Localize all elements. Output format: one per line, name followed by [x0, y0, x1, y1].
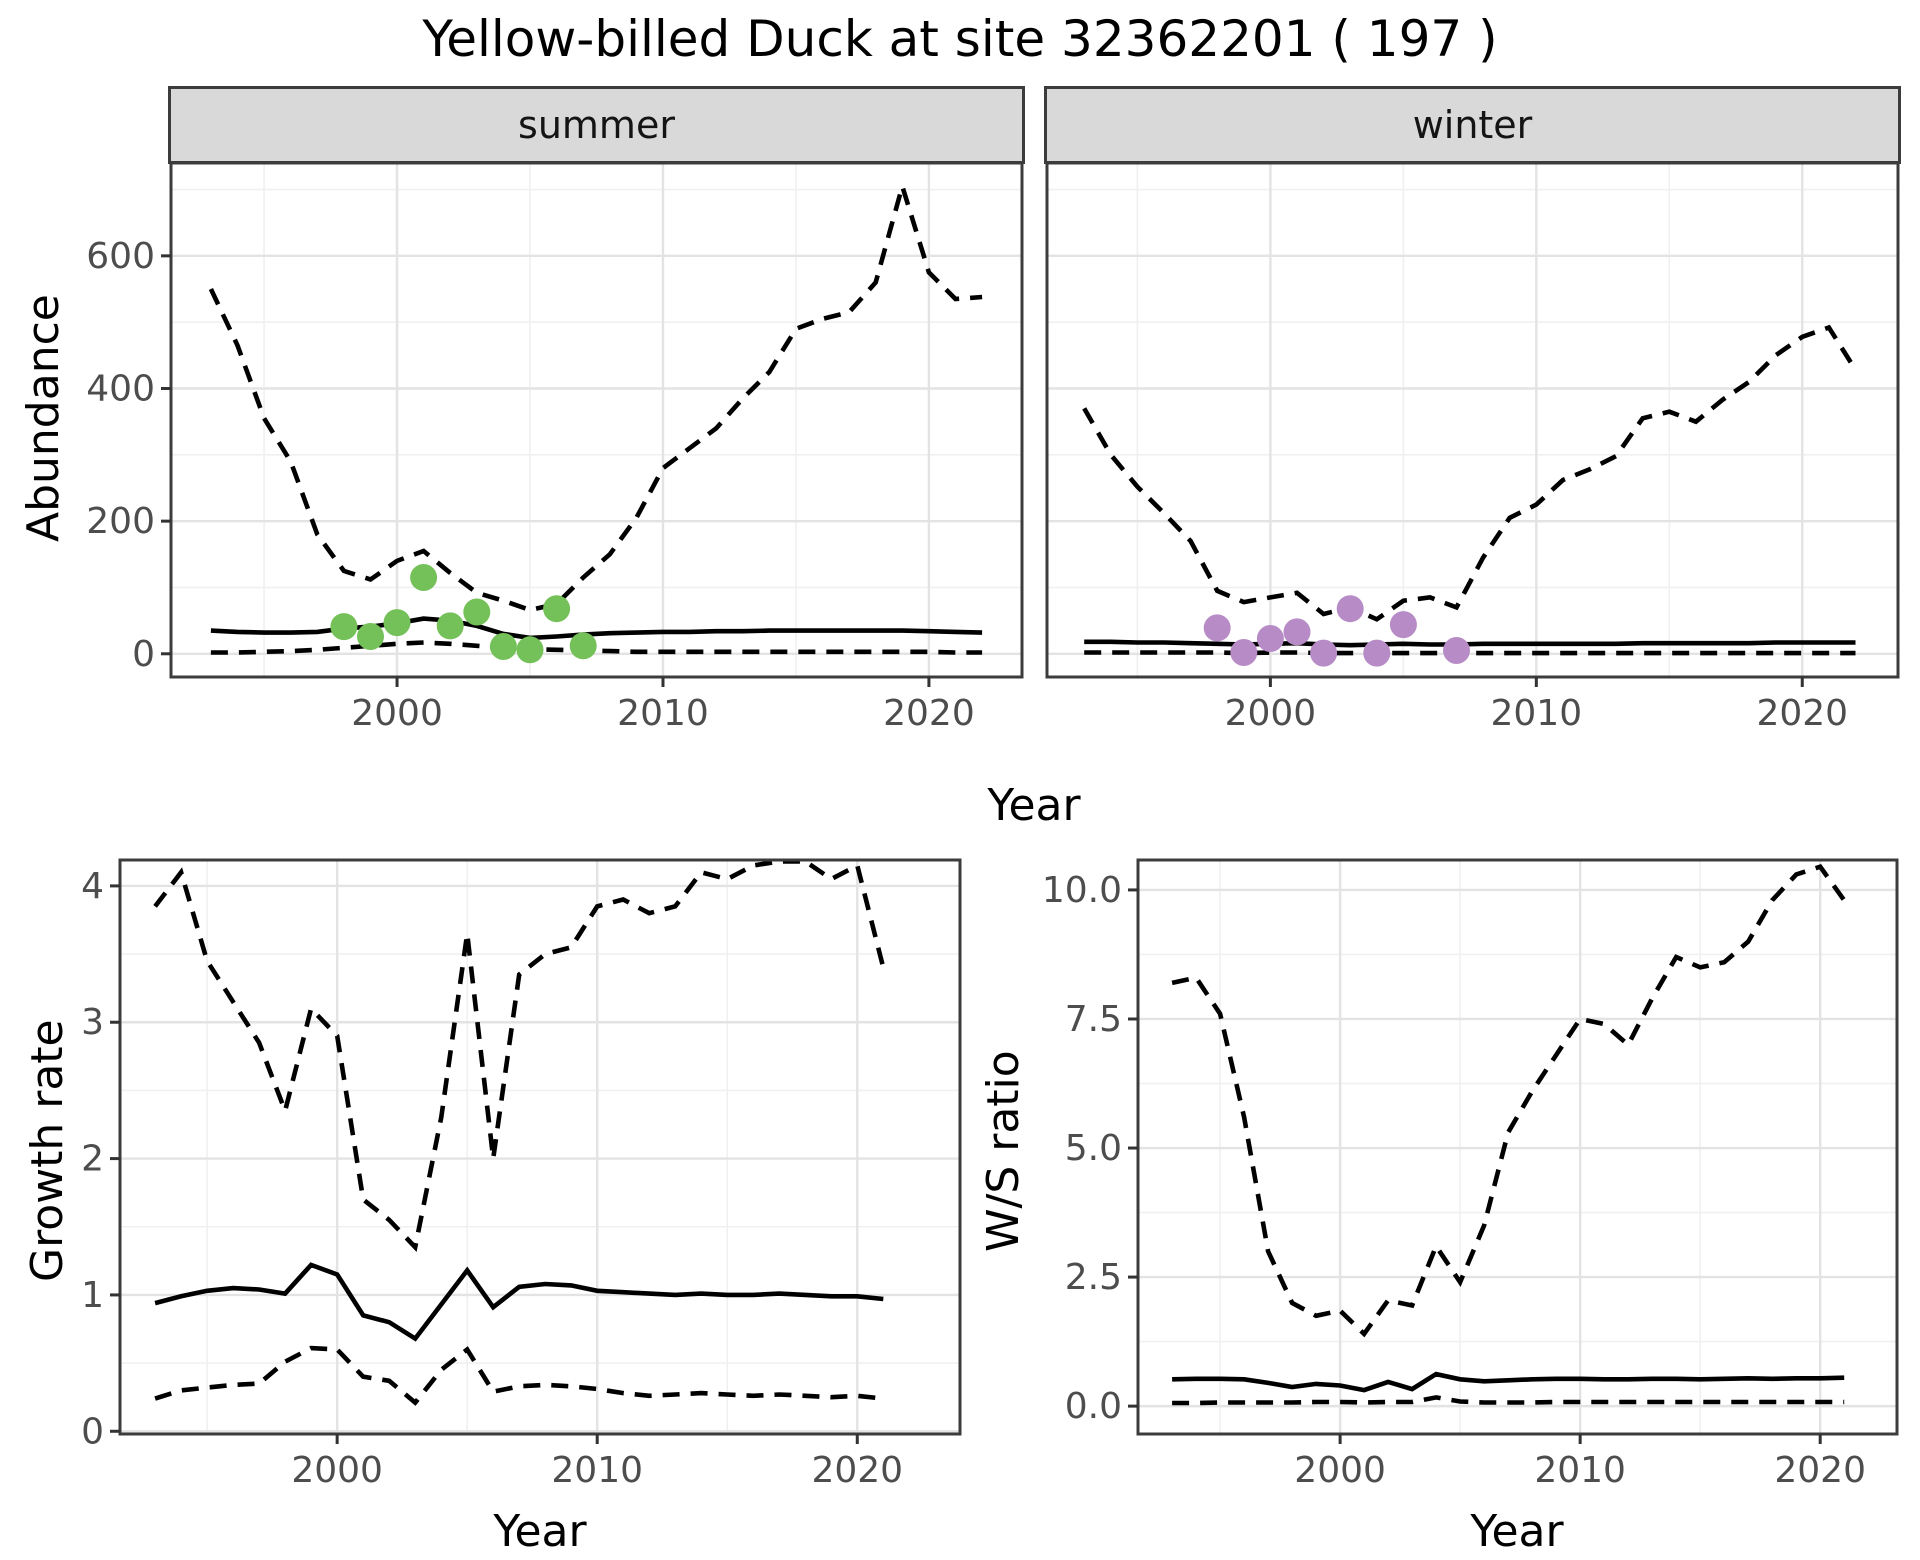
- y-tick-label: 0: [132, 634, 155, 675]
- observed-counts-point: [383, 609, 411, 637]
- upper_95ci-line-summer: [208, 178, 983, 613]
- y-tick-label: 2: [81, 1139, 104, 1180]
- y-tick-label: 2.5: [1065, 1257, 1122, 1298]
- upper_95ci-line-growth: [153, 860, 886, 1252]
- lower_95ci-line-winter: [1084, 650, 1856, 656]
- median-line-growth: [154, 1262, 884, 1342]
- median-line-ws: [1172, 1371, 1845, 1393]
- x-tick-label: 2000: [291, 1450, 383, 1491]
- lower_95ci-line-growth: [154, 1345, 884, 1406]
- x-axis-title-year-ws: Year: [1470, 1506, 1564, 1557]
- series-group: [208, 178, 983, 664]
- lower_95ci-line-summer: [210, 640, 983, 655]
- page-title: Yellow-billed Duck at site 32362201 ( 19…: [422, 10, 1498, 68]
- observed-counts-point: [569, 632, 597, 660]
- y-tick-label: 1: [81, 1275, 104, 1316]
- series-group: [153, 860, 886, 1406]
- x-tick-label: 2020: [1756, 693, 1848, 734]
- x-tick-label: 2000: [1294, 1450, 1386, 1491]
- panel-border: [118, 858, 962, 1436]
- y-tick-label: 400: [86, 368, 155, 409]
- panel-background: [1047, 163, 1898, 677]
- observed-counts-point: [357, 623, 384, 650]
- facet-strip-summer-label: summer: [518, 103, 675, 147]
- x-tick-label: 2000: [1225, 693, 1317, 734]
- y-tick-label: 0.0: [1065, 1386, 1122, 1427]
- axis-ticks-ws: 2000 2010 2020 0.0 2.5 5.0 7.5 10.0: [1042, 870, 1866, 1491]
- x-tick-label: 2000: [351, 693, 443, 734]
- y-tick-label: 4: [81, 866, 104, 907]
- x-tick-label: 2020: [883, 693, 975, 734]
- panel-border: [169, 161, 1024, 679]
- panel-ws: 2000 2010 2020 0.0 2.5 5.0 7.5 10.0: [1042, 858, 1899, 1491]
- y-tick-label: 7.5: [1065, 999, 1122, 1040]
- observed-counts-point: [330, 613, 358, 641]
- y-tick-label: 3: [81, 1002, 104, 1043]
- observed-counts-point: [1389, 611, 1417, 639]
- x-tick-label: 2020: [1774, 1450, 1866, 1491]
- observed-counts-point: [1310, 639, 1338, 667]
- observed-counts-point: [1230, 639, 1258, 666]
- axis-ticks-summer: 2000 2010 2020 0 200 400 600: [86, 236, 974, 734]
- observed-counts-point: [516, 636, 544, 664]
- axis-ticks-winter: 2000 2010 2020: [1225, 677, 1848, 734]
- panel-background: [120, 860, 960, 1434]
- x-axis-title-year-growth: Year: [493, 1506, 587, 1557]
- observed-counts-point: [1256, 625, 1284, 652]
- panel-winter: 2000 2010 2020: [1045, 161, 1900, 734]
- observed-counts-point: [1443, 637, 1470, 664]
- x-tick-label: 2010: [1491, 693, 1583, 734]
- upper_95ci-line-winter: [1082, 324, 1858, 622]
- gridlines: [1138, 860, 1897, 1434]
- facet-strip-winter-label: winter: [1412, 103, 1533, 147]
- x-axis-title-year-top: Year: [987, 780, 1081, 831]
- y-tick-label: 200: [86, 501, 155, 542]
- x-tick-label: 2020: [811, 1450, 903, 1491]
- observed-counts-point: [1336, 595, 1364, 623]
- observed-counts-point: [1203, 614, 1231, 642]
- observed-counts-point: [1363, 639, 1391, 667]
- y-tick-label: 10.0: [1042, 870, 1122, 911]
- observed-counts-point: [1283, 618, 1311, 646]
- panel-growth: 2000 2010 2020 0 1 2 3 4: [81, 858, 962, 1491]
- median-line-winter: [1084, 639, 1856, 648]
- gridlines: [1047, 163, 1898, 677]
- observed-counts-point: [436, 612, 464, 640]
- panel-background: [171, 163, 1022, 677]
- observed-counts-point: [489, 633, 517, 660]
- panel-summer: 2000 2010 2020 0 200 400 600: [86, 161, 1024, 734]
- series-group: [1082, 324, 1858, 667]
- x-tick-label: 2010: [617, 693, 709, 734]
- y-tick-label: 600: [86, 236, 155, 277]
- x-tick-label: 2010: [1534, 1450, 1626, 1491]
- observed-counts-point: [410, 564, 438, 591]
- observed-counts-point: [543, 595, 571, 623]
- series-group: [1171, 863, 1847, 1406]
- y-tick-label: 0: [81, 1411, 104, 1452]
- upper_95ci-line-ws: [1171, 863, 1847, 1338]
- x-tick-label: 2010: [551, 1450, 643, 1491]
- y-tick-label: 5.0: [1065, 1128, 1122, 1169]
- axis-ticks-growth: 2000 2010 2020 0 1 2 3 4: [81, 866, 903, 1491]
- observed-counts-point: [463, 598, 491, 626]
- facet-strip-winter: winter: [1044, 86, 1901, 164]
- facet-strip-summer: summer: [168, 86, 1025, 164]
- lower_95ci-line-ws: [1172, 1395, 1845, 1406]
- panel-border: [1045, 161, 1900, 679]
